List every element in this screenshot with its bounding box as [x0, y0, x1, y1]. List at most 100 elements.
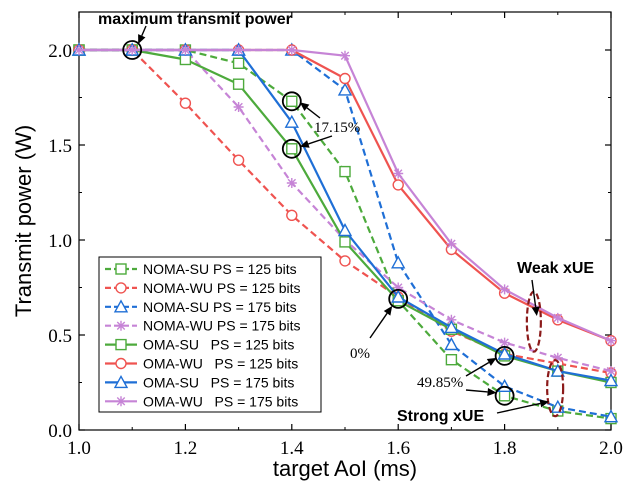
data-point — [393, 282, 404, 293]
data-point — [339, 72, 351, 85]
legend-marker — [115, 282, 127, 294]
data-point — [284, 114, 299, 128]
annotation-weak-xue: Weak xUE — [517, 260, 594, 277]
data-point — [391, 289, 406, 303]
pct-17-circle-bottom — [281, 138, 302, 159]
weak-xue-arrow-head — [531, 306, 540, 316]
max-power-arrow — [141, 25, 147, 37]
legend-marker — [116, 396, 126, 407]
legend-label: OMA-WU PS = 125 bits — [143, 356, 298, 372]
strong-xue-ellipse — [546, 359, 565, 418]
x-tick-label: 1.4 — [280, 438, 304, 459]
legend-label: NOMA-WU PS = 175 bits — [143, 318, 301, 334]
legend-marker — [113, 299, 129, 313]
data-point — [233, 45, 244, 55]
legend-marker — [115, 263, 127, 275]
data-point — [498, 390, 511, 402]
data-point — [232, 154, 245, 166]
pct-49-arrow-bottom-head — [487, 387, 497, 396]
pct-49-arrow-top-head — [486, 357, 497, 366]
legend-marker — [115, 357, 127, 370]
data-point — [339, 236, 351, 248]
legend-label: OMA-SU PS = 125 bits — [143, 337, 294, 353]
data-point — [606, 366, 616, 377]
data-point — [232, 78, 245, 90]
data-point — [603, 373, 619, 387]
legend-box — [98, 256, 322, 413]
data-point — [179, 53, 192, 66]
weak-xue-arrow — [531, 279, 537, 308]
annotation-17-15-pct: 17.15% — [314, 120, 360, 136]
y-tick-label: 0.5 — [48, 326, 72, 347]
data-point — [286, 209, 298, 222]
x-tick-label: 1.2 — [174, 438, 198, 459]
x-tick-label: 1.8 — [493, 438, 517, 459]
pct-17-arrow-top — [306, 107, 321, 119]
data-point — [499, 284, 510, 295]
pct-17-arrow-bottom — [308, 135, 333, 145]
pct-0-arrow-head — [383, 305, 393, 316]
pct-49-circle-bottom — [494, 385, 515, 406]
series-7 — [74, 45, 616, 346]
pct-17-arrow-top-head — [299, 102, 310, 111]
data-point — [606, 335, 616, 346]
pct-17-circle-top — [281, 91, 302, 112]
data-point — [286, 95, 298, 108]
data-point — [444, 337, 459, 351]
data-point — [392, 179, 404, 191]
data-point — [232, 57, 245, 69]
annotation-0-pct: 0% — [350, 346, 370, 362]
data-point — [286, 45, 297, 55]
pct-17-arrow-bottom-head — [299, 140, 310, 148]
legend-label: NOMA-SU PS = 125 bits — [143, 261, 297, 277]
data-point — [603, 409, 619, 423]
legend-label: NOMA-SU PS = 175 bits — [143, 299, 297, 315]
y-tick-label: 1.5 — [48, 136, 72, 157]
data-point — [497, 378, 512, 392]
y-tick-label: 0.0 — [48, 421, 72, 442]
legend-marker — [116, 320, 126, 331]
data-point — [446, 238, 457, 249]
legend-label: OMA-SU PS = 175 bits — [143, 374, 294, 390]
data-point — [286, 143, 298, 155]
x-tick-label: 2.0 — [599, 438, 623, 459]
pct-0-circle — [388, 288, 409, 309]
data-point — [552, 352, 563, 363]
data-point — [180, 45, 191, 55]
data-point — [552, 312, 563, 323]
data-point — [497, 346, 512, 360]
strong-xue-arrow-head — [539, 399, 550, 408]
annotation-49-85-pct: 49.85% — [417, 375, 463, 391]
data-point — [286, 178, 297, 188]
weak-xue-ellipse — [525, 290, 542, 353]
data-point — [339, 255, 351, 267]
data-point — [446, 314, 457, 325]
max-power-circle — [122, 40, 143, 60]
y-axis-title: Transmit power (W) — [11, 125, 36, 317]
data-point — [233, 102, 244, 112]
pct-49-arrow-top — [465, 361, 490, 377]
data-point — [179, 97, 192, 109]
annotation-strong-xue: Strong xUE — [397, 408, 484, 425]
annotation-max-power: maximum transmit power — [98, 11, 292, 28]
data-point — [444, 319, 459, 334]
data-point — [74, 45, 84, 55]
pct-49-circle-top — [494, 345, 515, 366]
x-axis-title: target AoI (ms) — [273, 456, 417, 481]
pct-49-arrow-bottom — [465, 389, 488, 393]
data-point — [340, 50, 350, 61]
legend-label: OMA-WU PS = 175 bits — [143, 393, 298, 409]
legend-label: NOMA-WU PS = 125 bits — [143, 280, 301, 296]
legend-marker — [113, 374, 129, 389]
data-point — [393, 168, 404, 179]
x-tick-label: 1.6 — [386, 438, 410, 459]
y-tick-label: 2.0 — [48, 41, 72, 62]
data-point — [499, 337, 510, 348]
legend-marker — [115, 338, 127, 351]
pct-0-arrow — [369, 312, 388, 339]
data-point — [339, 165, 351, 178]
data-point — [391, 255, 406, 269]
max-power-arrow-head — [138, 34, 146, 44]
